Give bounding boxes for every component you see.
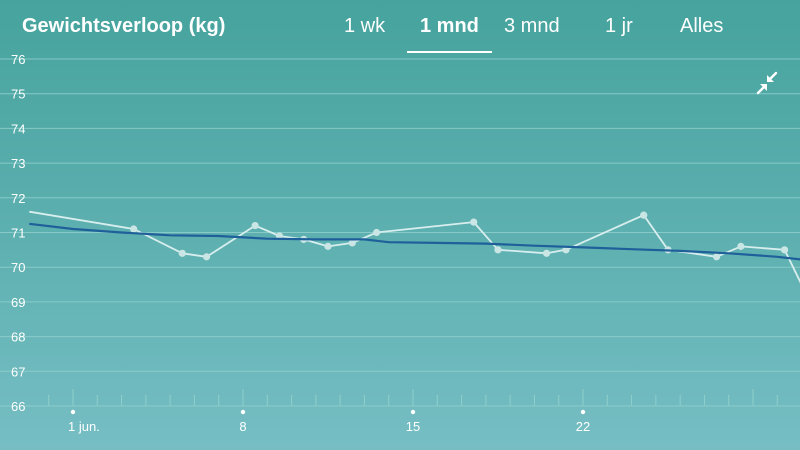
y-tick-label: 67	[11, 364, 25, 379]
weight-point[interactable]	[251, 221, 259, 230]
y-tick-label: 69	[11, 295, 25, 310]
weight-point[interactable]	[324, 242, 332, 250]
x-tick-dot	[240, 409, 246, 415]
tab-all[interactable]: Alles	[680, 15, 724, 37]
x-tick-label: 1 jun.	[68, 419, 100, 434]
weight-point[interactable]	[640, 211, 648, 219]
collapse-arrows-icon	[756, 71, 778, 95]
weight-point[interactable]	[780, 246, 789, 254]
y-tick-label: 71	[11, 226, 25, 241]
y-tick-label: 75	[11, 87, 25, 102]
x-tick-label: 22	[576, 419, 590, 434]
weight-point[interactable]	[130, 225, 138, 233]
weight-point[interactable]	[372, 228, 381, 237]
page-title: Gewichtsverloop (kg)	[22, 15, 226, 37]
weight-point[interactable]	[178, 249, 186, 257]
tab-1-month[interactable]: 1 mnd	[420, 15, 479, 37]
tab-1-year[interactable]: 1 jr	[605, 15, 633, 37]
weight-point[interactable]	[712, 253, 721, 261]
y-tick-label: 76	[11, 52, 25, 67]
chart-header: Gewichtsverloop (kg) 1 wk 1 mnd 3 mnd 1 …	[0, 0, 800, 53]
x-tick-dot	[410, 409, 416, 415]
weight-point[interactable]	[562, 246, 570, 254]
tab-3-months[interactable]: 3 mnd	[504, 15, 560, 37]
weight-line	[29, 210, 800, 284]
weight-point[interactable]	[348, 239, 356, 247]
x-tick-label: 15	[406, 419, 420, 434]
y-tick-label: 70	[11, 260, 25, 275]
y-tick-label: 68	[11, 330, 25, 345]
y-tick-label: 74	[11, 121, 25, 136]
collapse-button[interactable]	[754, 71, 780, 95]
x-tick-label: 8	[239, 419, 246, 434]
weight-point[interactable]	[202, 253, 211, 261]
x-tick-dot	[580, 409, 586, 415]
tab-1-week[interactable]: 1 wk	[344, 15, 386, 37]
trend-line	[29, 222, 800, 261]
x-tick-dot	[70, 409, 76, 415]
weight-point[interactable]	[542, 249, 551, 257]
weight-point[interactable]	[737, 242, 745, 250]
y-tick-label: 66	[11, 399, 25, 414]
y-tick-label: 72	[11, 191, 25, 206]
active-tab-indicator	[407, 51, 492, 53]
y-tick-label: 73	[11, 156, 25, 171]
weight-point[interactable]	[494, 246, 502, 254]
weight-point[interactable]	[470, 218, 478, 226]
